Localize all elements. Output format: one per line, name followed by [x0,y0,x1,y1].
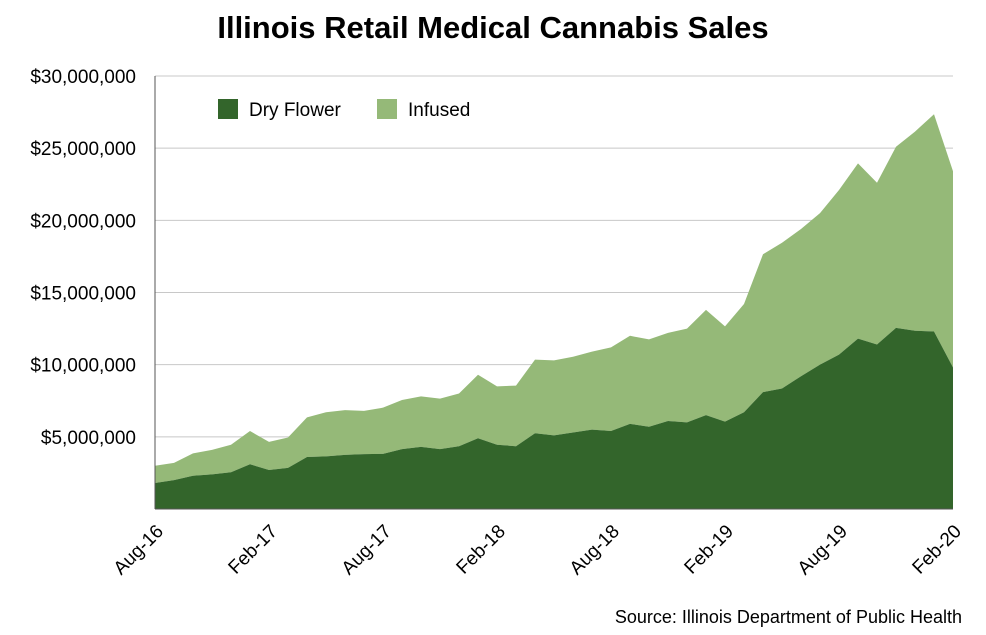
x-tick-labels: Aug-16 Feb-17 Aug-17 Feb-18 Aug-18 Feb-19 Aug-… [110,521,966,579]
legend-swatch [377,99,397,119]
x-tick-label: Feb-20 [909,521,966,578]
axes [154,76,953,510]
y-tick-label: $25,000,000 [30,139,136,160]
legend-label: Dry Flower [249,100,342,121]
y-tick-label: $15,000,000 [30,284,136,305]
x-tick-label: Aug-17 [338,521,396,579]
series-areas [155,114,953,509]
chart-title: Illinois Retail Medical Cannabis Sales [217,10,769,45]
x-tick-label: Aug-18 [566,521,624,579]
x-tick-label: Aug-16 [110,521,168,579]
source-note: Source: Illinois Department of Public He… [614,607,962,627]
legend: Dry Flower Infused [218,99,470,121]
y-tick-label: $30,000,000 [30,67,136,88]
y-tick-label: $5,000,000 [41,428,136,449]
legend-label: Infused [408,100,470,121]
legend-swatch [218,99,238,119]
y-tick-label: $10,000,000 [30,356,136,377]
x-tick-label: Feb-18 [453,521,510,578]
x-tick-label: Feb-17 [225,521,282,578]
y-tick-label: $20,000,000 [30,211,136,232]
x-tick-label: Feb-19 [681,521,738,578]
y-tick-labels: $5,000,000 $10,000,000 $15,000,000 $20,000,… [30,67,136,449]
area-infused [155,114,953,484]
x-tick-label: Aug-19 [794,521,852,579]
area-dry-flower [155,327,953,509]
